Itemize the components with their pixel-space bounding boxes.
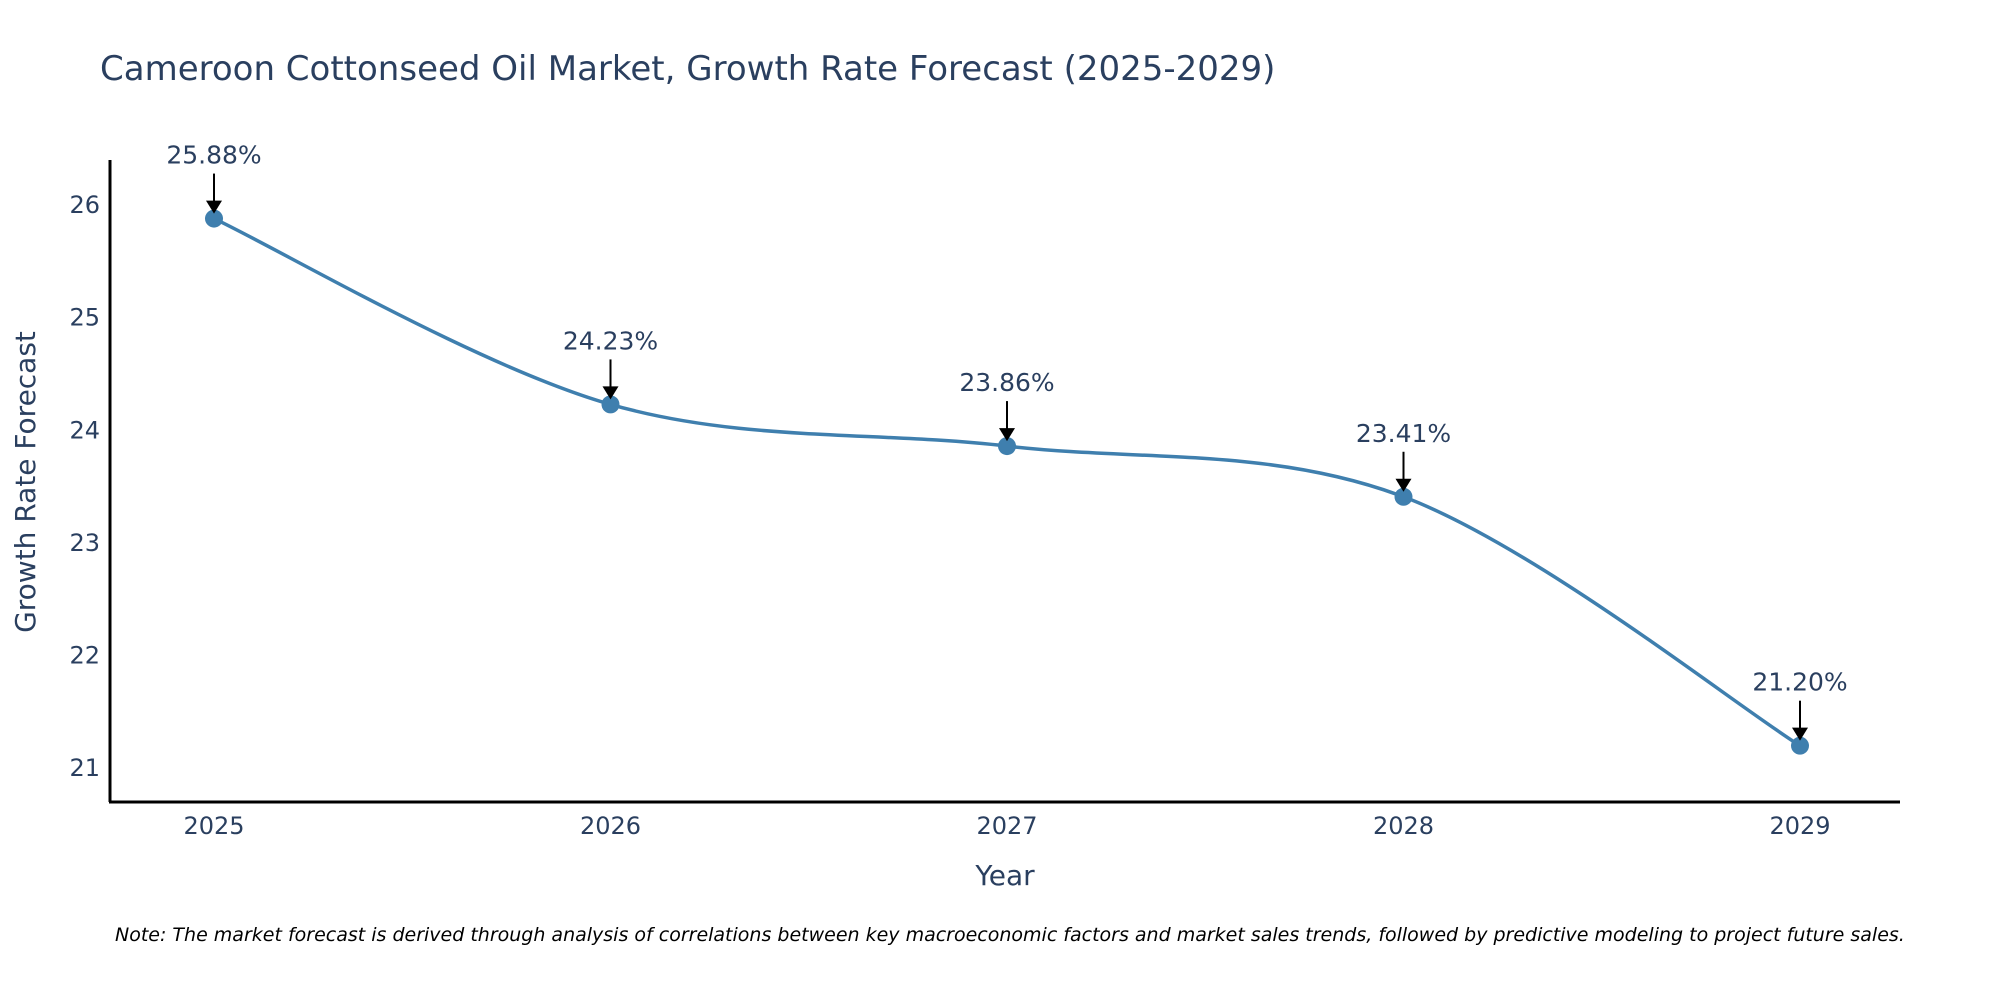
- y-axis-title: Growth Rate Forecast: [9, 331, 42, 633]
- data-label: 24.23%: [563, 326, 658, 355]
- data-point-marker: [998, 437, 1016, 456]
- annotation-arrowhead: [602, 386, 619, 400]
- data-markers: [205, 209, 1809, 755]
- data-point-marker: [1791, 736, 1809, 755]
- data-label: 23.41%: [1356, 419, 1451, 448]
- y-axis-ticks: 21 22 23 24 25 26: [69, 191, 100, 782]
- methodology-note: Note: The market forecast is derived thr…: [115, 924, 1905, 946]
- data-point-marker: [601, 395, 620, 414]
- annotation-arrowhead: [999, 428, 1015, 442]
- y-tick-label: 22: [69, 642, 100, 670]
- x-tick-label: 2029: [1769, 812, 1830, 840]
- annotation-arrowhead: [1792, 727, 1808, 741]
- data-label: 21.20%: [1752, 668, 1847, 697]
- x-tick-label: 2028: [1373, 812, 1434, 840]
- data-label: 23.86%: [959, 368, 1054, 397]
- x-axis-ticks: 2025 2026 2027 2028 2029: [183, 812, 1830, 840]
- data-label: 25.88%: [166, 141, 261, 170]
- annotation-arrowhead: [206, 200, 222, 214]
- growth-rate-series-line: [213, 216, 1801, 748]
- chart-title: Cameroon Cottonseed Oil Market, Growth R…: [100, 49, 1275, 89]
- y-tick-label: 21: [69, 754, 100, 782]
- x-axis-title: Year: [974, 859, 1035, 892]
- x-tick-label: 2026: [580, 812, 641, 840]
- x-tick-label: 2027: [976, 812, 1037, 840]
- data-point-marker: [205, 209, 223, 228]
- data-point-marker: [1394, 487, 1413, 506]
- y-tick-label: 24: [69, 416, 100, 444]
- y-tick-label: 25: [69, 304, 100, 332]
- y-tick-label: 23: [69, 529, 100, 557]
- data-annotations: 25.88% 24.23% 23.86% 23.41% 21.20%: [166, 141, 1848, 741]
- annotation-arrowhead: [1395, 478, 1412, 492]
- x-tick-label: 2025: [183, 812, 244, 840]
- y-tick-label: 26: [69, 191, 100, 219]
